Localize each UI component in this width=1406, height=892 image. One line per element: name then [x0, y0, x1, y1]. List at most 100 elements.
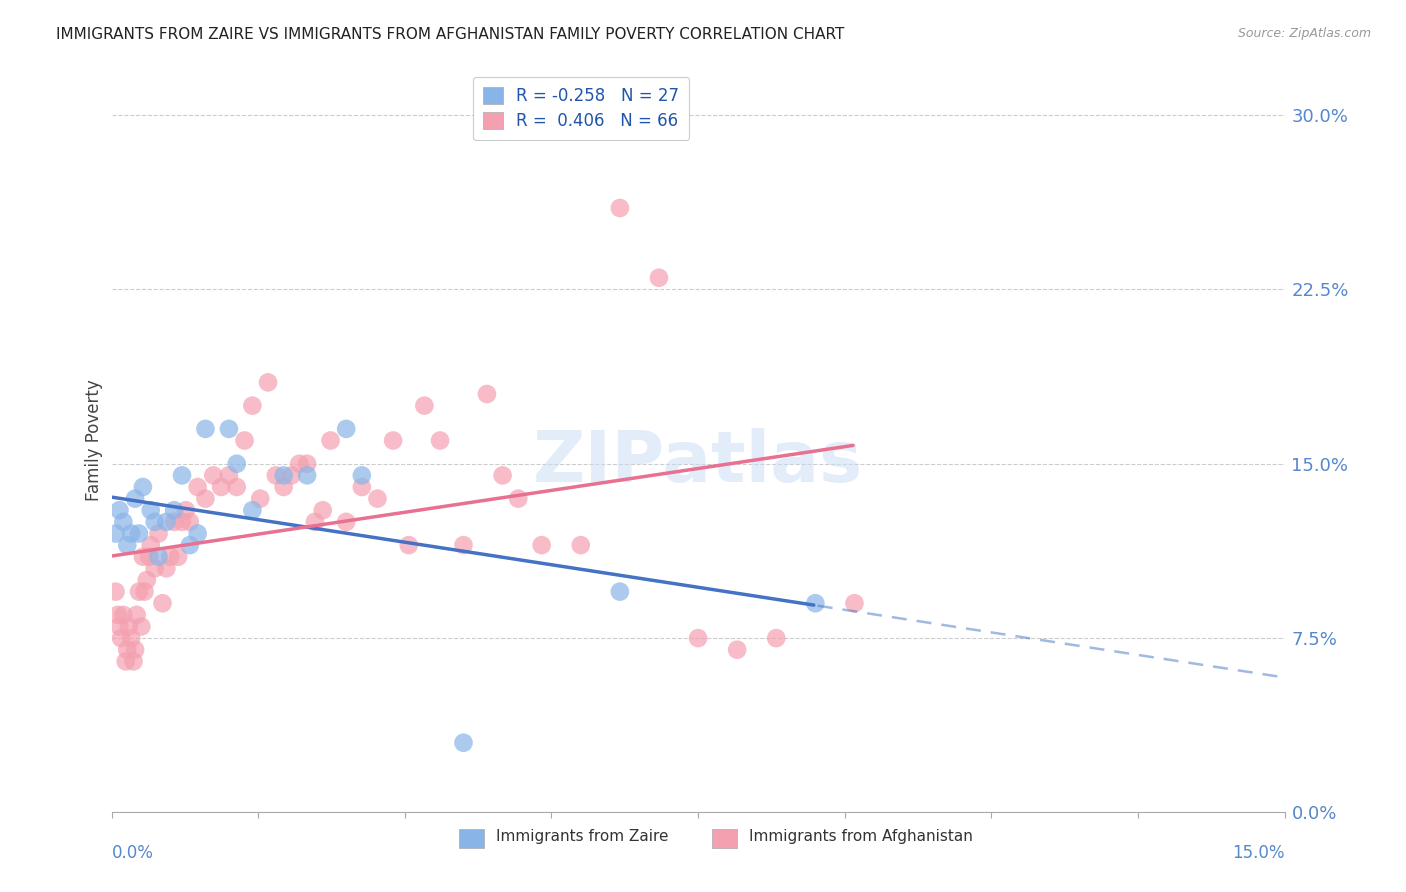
Point — [280, 468, 302, 483]
Point — [194, 491, 217, 506]
Point — [218, 468, 240, 483]
Point — [112, 607, 135, 622]
Point — [609, 201, 631, 215]
Point — [117, 538, 139, 552]
Point — [104, 526, 127, 541]
Point — [163, 515, 186, 529]
Point — [475, 387, 498, 401]
Point — [143, 515, 166, 529]
Point — [804, 596, 827, 610]
Point — [312, 503, 335, 517]
Point — [273, 468, 295, 483]
Point — [429, 434, 451, 448]
Point — [218, 422, 240, 436]
Point — [249, 491, 271, 506]
Point — [319, 434, 342, 448]
Point — [118, 619, 141, 633]
Point — [609, 584, 631, 599]
Point — [530, 538, 553, 552]
Point — [569, 538, 592, 552]
Text: ZIPatlas: ZIPatlas — [533, 428, 863, 498]
Point — [273, 480, 295, 494]
Point — [413, 399, 436, 413]
Point — [233, 434, 256, 448]
Point — [139, 503, 162, 517]
Point — [163, 503, 186, 517]
Point — [107, 607, 129, 622]
Point — [257, 376, 280, 390]
Point — [112, 515, 135, 529]
Text: Source: ZipAtlas.com: Source: ZipAtlas.com — [1237, 27, 1371, 40]
Point — [159, 549, 181, 564]
Point — [765, 631, 787, 645]
Point — [120, 631, 142, 645]
Point — [453, 736, 475, 750]
Text: Immigrants from Afghanistan: Immigrants from Afghanistan — [748, 829, 973, 844]
Point — [124, 491, 146, 506]
Point — [170, 468, 193, 483]
Point — [167, 549, 190, 564]
Point — [242, 399, 264, 413]
Point — [132, 549, 155, 564]
Point — [122, 654, 145, 668]
Text: 15.0%: 15.0% — [1232, 844, 1285, 862]
Legend: R = -0.258   N = 27, R =  0.406   N = 66: R = -0.258 N = 27, R = 0.406 N = 66 — [472, 77, 689, 140]
Point — [148, 526, 170, 541]
Point — [366, 491, 388, 506]
Point — [335, 422, 357, 436]
Point — [124, 642, 146, 657]
Point — [125, 607, 148, 622]
Point — [179, 515, 201, 529]
Point — [134, 584, 156, 599]
Point — [453, 538, 475, 552]
Point — [155, 561, 177, 575]
Point — [174, 503, 197, 517]
Point — [148, 549, 170, 564]
Y-axis label: Family Poverty: Family Poverty — [86, 380, 103, 501]
Point — [187, 526, 209, 541]
Point — [288, 457, 311, 471]
Point — [135, 573, 157, 587]
Point — [128, 584, 150, 599]
Point — [128, 526, 150, 541]
Point — [225, 480, 247, 494]
Point — [686, 631, 709, 645]
Point — [295, 468, 318, 483]
Point — [648, 270, 671, 285]
Point — [225, 457, 247, 471]
Point — [187, 480, 209, 494]
Point — [104, 584, 127, 599]
Point — [117, 642, 139, 657]
Point — [398, 538, 420, 552]
Point — [350, 468, 373, 483]
Point — [139, 538, 162, 552]
Point — [108, 503, 131, 517]
Point — [120, 526, 142, 541]
Text: 0.0%: 0.0% — [111, 844, 153, 862]
Point — [138, 549, 160, 564]
Point — [170, 515, 193, 529]
Point — [335, 515, 357, 529]
Point — [304, 515, 326, 529]
Point — [491, 468, 513, 483]
Point — [110, 631, 132, 645]
Point — [209, 480, 232, 494]
Point — [108, 619, 131, 633]
Text: IMMIGRANTS FROM ZAIRE VS IMMIGRANTS FROM AFGHANISTAN FAMILY POVERTY CORRELATION : IMMIGRANTS FROM ZAIRE VS IMMIGRANTS FROM… — [56, 27, 845, 42]
Point — [131, 619, 153, 633]
Point — [194, 422, 217, 436]
Point — [132, 480, 155, 494]
Point — [152, 596, 174, 610]
Point — [295, 457, 318, 471]
Point — [264, 468, 287, 483]
Point — [143, 561, 166, 575]
Point — [155, 515, 177, 529]
Point — [725, 642, 748, 657]
Point — [179, 538, 201, 552]
Point — [202, 468, 225, 483]
Point — [844, 596, 866, 610]
Point — [114, 654, 136, 668]
Point — [350, 480, 373, 494]
Text: Immigrants from Zaire: Immigrants from Zaire — [495, 829, 668, 844]
Point — [242, 503, 264, 517]
